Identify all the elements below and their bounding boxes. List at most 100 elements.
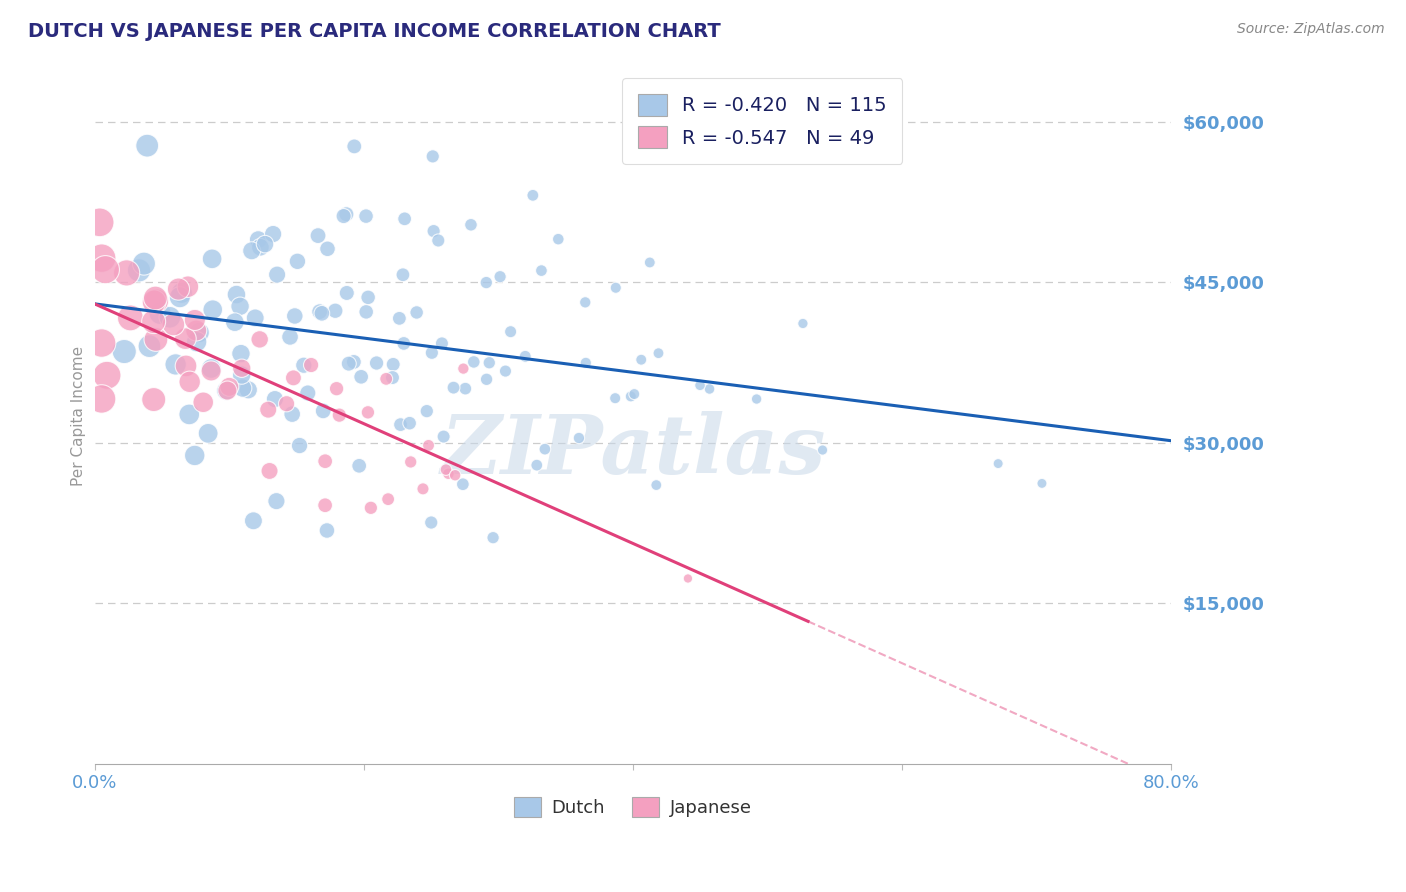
Text: Source: ZipAtlas.com: Source: ZipAtlas.com	[1237, 22, 1385, 37]
Point	[811, 443, 834, 458]
Point	[257, 402, 280, 417]
Point	[224, 315, 246, 329]
Point	[699, 382, 721, 396]
Point	[475, 276, 498, 290]
Point	[534, 442, 557, 457]
Point	[284, 309, 307, 323]
Point	[165, 358, 187, 372]
Point	[229, 346, 252, 360]
Point	[605, 281, 627, 295]
Point	[174, 332, 197, 346]
Point	[145, 333, 167, 347]
Point	[645, 478, 668, 492]
Point	[299, 358, 322, 372]
Point	[987, 457, 1010, 471]
Point	[389, 417, 412, 432]
Point	[229, 299, 252, 313]
Point	[287, 254, 309, 268]
Point	[308, 304, 330, 318]
Point	[94, 262, 117, 277]
Point	[482, 531, 505, 545]
Point	[478, 356, 501, 370]
Point	[430, 336, 453, 351]
Point	[200, 361, 222, 376]
Point	[475, 372, 498, 386]
Point	[197, 426, 219, 441]
Point	[90, 392, 112, 406]
Point	[394, 211, 416, 226]
Point	[460, 218, 482, 232]
Point	[620, 389, 643, 403]
Point	[418, 438, 440, 452]
Point	[335, 207, 357, 221]
Point	[575, 356, 598, 370]
Point	[454, 382, 477, 396]
Point	[427, 234, 450, 248]
Point	[266, 494, 288, 508]
Point	[451, 477, 474, 491]
Point	[240, 244, 263, 258]
Point	[638, 255, 661, 269]
Point	[392, 268, 415, 282]
Point	[179, 408, 201, 422]
Point	[399, 455, 422, 469]
Point	[314, 454, 336, 468]
Point	[232, 381, 254, 395]
Point	[463, 355, 485, 369]
Point	[283, 371, 305, 385]
Point	[297, 386, 319, 401]
Point	[312, 404, 335, 418]
Point	[245, 310, 267, 325]
Point	[217, 384, 239, 398]
Point	[366, 356, 388, 370]
Point	[357, 405, 380, 419]
Point	[89, 215, 111, 229]
Point	[142, 392, 165, 407]
Point	[184, 313, 207, 327]
Point	[316, 242, 339, 256]
Point	[249, 240, 271, 254]
Point	[360, 500, 382, 515]
Point	[382, 358, 405, 372]
Point	[515, 349, 537, 363]
Legend: Dutch, Japanese: Dutch, Japanese	[506, 790, 759, 824]
Point	[242, 514, 264, 528]
Point	[354, 209, 377, 223]
Point	[281, 407, 304, 421]
Point	[630, 352, 652, 367]
Point	[433, 429, 456, 443]
Point	[188, 326, 211, 340]
Point	[90, 251, 112, 265]
Point	[792, 317, 814, 331]
Point	[337, 357, 360, 371]
Point	[262, 227, 284, 241]
Point	[343, 355, 366, 369]
Point	[412, 482, 434, 496]
Point	[495, 364, 517, 378]
Point	[231, 361, 253, 376]
Point	[259, 464, 281, 478]
Point	[138, 339, 160, 353]
Point	[266, 268, 288, 282]
Point	[323, 303, 346, 318]
Point	[381, 370, 404, 384]
Point	[422, 224, 444, 238]
Point	[179, 375, 201, 389]
Point	[388, 311, 411, 326]
Point	[354, 305, 377, 319]
Point	[316, 524, 339, 538]
Point	[623, 387, 645, 401]
Point	[689, 378, 711, 392]
Point	[676, 572, 699, 586]
Point	[422, 149, 444, 163]
Point	[201, 252, 224, 266]
Point	[574, 295, 596, 310]
Point	[142, 314, 165, 328]
Point	[453, 361, 475, 376]
Point	[96, 368, 118, 383]
Point	[200, 364, 222, 378]
Point	[292, 358, 315, 372]
Point	[336, 285, 359, 300]
Point	[420, 345, 443, 359]
Point	[225, 287, 247, 301]
